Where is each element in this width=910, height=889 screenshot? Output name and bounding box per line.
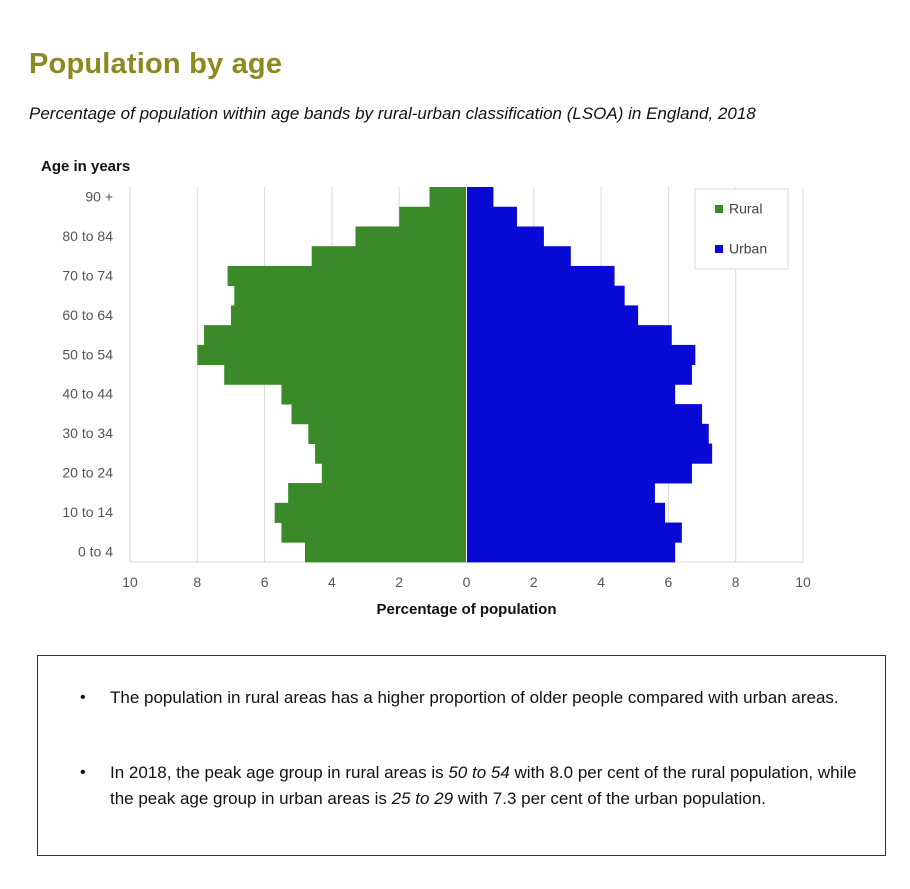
y-tick-label: 40 to 44	[62, 386, 113, 402]
bar-rural-90-plus	[429, 187, 467, 208]
key-point-text: In 2018, the peak age group in rural are…	[110, 763, 449, 782]
bar-rural-30-to-34	[308, 423, 467, 444]
x-tick-label: 4	[597, 574, 605, 590]
y-tick-label: 50 to 54	[62, 346, 113, 362]
bar-rural-0-to-4	[304, 542, 467, 563]
y-tick-label: 90 +	[85, 188, 113, 204]
bar-rural-70-to-74	[227, 265, 467, 287]
x-tick-label: 6	[665, 574, 673, 590]
x-tick-label: 2	[530, 574, 538, 590]
bar-urban-65-to-69	[466, 285, 625, 306]
bar-urban-0-to-4	[466, 542, 676, 563]
y-tick-label: 80 to 84	[62, 228, 113, 244]
bar-rural-25-to-29	[315, 443, 467, 464]
x-tick-label: 2	[395, 574, 403, 590]
y-tick-label: 20 to 24	[62, 465, 113, 481]
bar-urban-10-to-14	[466, 502, 666, 523]
x-tick-label: 6	[261, 574, 269, 590]
legend-swatch-urban	[715, 245, 723, 253]
bar-rural-85-to-89	[399, 206, 467, 227]
chart-svg: 0 to 4 10 to 14 20 to 24 30 to 34 40 to 44 50…	[41, 158, 811, 618]
legend-swatch-rural	[715, 205, 723, 213]
bar-urban-35-to-39	[466, 404, 703, 425]
x-tick-label: 8	[193, 574, 201, 590]
bar-urban-85-to-89	[466, 206, 517, 227]
bar-rural-50-to-54	[197, 344, 467, 366]
y-tick-label: 30 to 34	[62, 425, 113, 441]
bar-urban-60-to-64	[466, 305, 639, 326]
key-point-item: • The population in rural areas has a hi…	[80, 685, 870, 711]
bar-rural-60-to-64	[230, 305, 467, 326]
bar-rural-35-to-39	[291, 404, 467, 425]
bar-urban-45-to-49	[466, 364, 692, 385]
bar-rural-55-to-59	[204, 325, 467, 346]
bar-urban-5-to-9	[466, 522, 682, 543]
bullet-icon: •	[80, 764, 86, 781]
bar-rural-45-to-49	[224, 364, 467, 385]
key-point-text: The population in rural areas has a high…	[110, 688, 839, 707]
bar-urban-20-to-24	[466, 463, 692, 484]
key-point-text: with 7.3 per cent of the urban populatio…	[453, 789, 766, 808]
page-subtitle: Percentage of population within age band…	[29, 104, 756, 123]
x-axis-title: Percentage of population	[376, 601, 556, 618]
y-tick-label: 60 to 64	[62, 307, 113, 323]
bar-urban-25-to-29	[466, 443, 713, 464]
legend-label-rural: Rural	[729, 201, 762, 217]
bar-urban-50-to-54	[466, 344, 696, 366]
x-tick-label: 10	[795, 574, 811, 590]
population-pyramid-chart: 0 to 4 10 to 14 20 to 24 30 to 34 40 to 44 50…	[0, 140, 910, 630]
key-point-emphasis: 25 to 29	[391, 789, 454, 808]
bar-rural-80-to-84	[355, 226, 467, 247]
x-tick-label: 8	[732, 574, 740, 590]
y-tick-label: 10 to 14	[62, 504, 113, 520]
bar-rural-5-to-9	[281, 522, 467, 543]
bar-urban-75-to-79	[466, 246, 571, 267]
bar-urban-90-plus	[466, 187, 494, 208]
bar-urban-15-to-19	[466, 483, 655, 504]
key-point-text: with 8.0 per cent of the rural populatio…	[110, 763, 857, 808]
y-tick-label: 0 to 4	[78, 544, 113, 560]
bar-urban-80-to-84	[466, 226, 544, 247]
bar-urban-30-to-34	[466, 423, 709, 444]
bar-rural-65-to-69	[234, 285, 467, 306]
legend-box	[694, 188, 789, 270]
x-tick-label: 0	[463, 574, 471, 590]
bar-rural-10-to-14	[274, 502, 467, 523]
key-points-box: • The population in rural areas has a hi…	[37, 655, 886, 856]
page-title: Population by age	[29, 48, 283, 80]
y-tick-label: 70 to 74	[62, 267, 113, 283]
bar-urban-55-to-59	[466, 325, 672, 346]
bar-urban-40-to-44	[466, 384, 676, 405]
key-point-emphasis: 50 to 54	[448, 763, 510, 782]
x-tick-label: 4	[328, 574, 336, 590]
legend-label-urban: Urban	[729, 241, 767, 257]
bar-rural-40-to-44	[281, 384, 467, 405]
bar-rural-75-to-79	[311, 246, 467, 267]
bar-rural-20-to-24	[321, 463, 467, 484]
bar-urban-70-to-74	[466, 265, 615, 287]
key-point-item: • In 2018, the peak age group in rural a…	[80, 760, 870, 812]
bar-rural-15-to-19	[288, 483, 467, 504]
x-tick-label: 10	[122, 574, 138, 590]
bullet-icon: •	[80, 689, 86, 706]
y-axis-title: Age in years	[41, 158, 130, 175]
